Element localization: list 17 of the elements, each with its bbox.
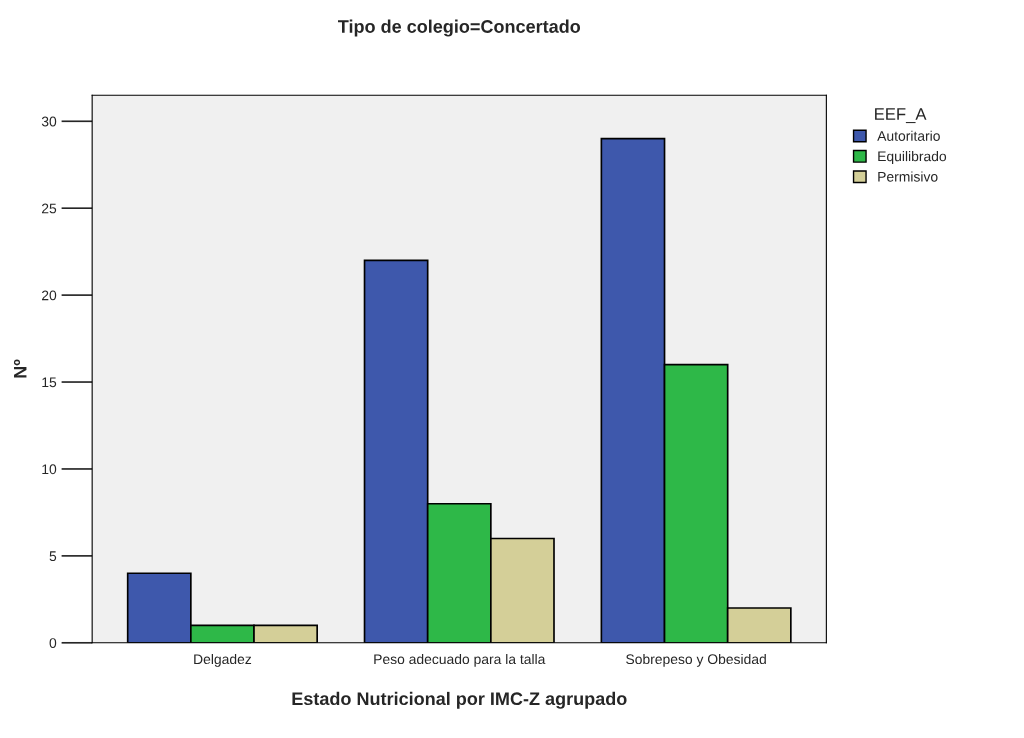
y-tick-label: 15 (42, 377, 57, 388)
legend-label: Permisivo (878, 171, 938, 182)
y-tick-label: 30 (41, 116, 57, 127)
y-tick-label: 25 (42, 203, 57, 214)
legend-label: Autoritario (877, 130, 940, 141)
legend-title: EEF_A (875, 108, 927, 124)
chart-title: Tipo de colegio=Concertado (338, 19, 581, 37)
y-axis-title: Nº (13, 359, 27, 378)
y-tick-label: 10 (42, 464, 57, 475)
x-tick-label: Delgadez (194, 653, 252, 667)
y-tick-label: 20 (42, 290, 57, 301)
y-tick-label: 0 (49, 638, 57, 648)
legend-label: Equilibrado (878, 151, 947, 164)
x-tick-label: Sobrepeso y Obesidad (626, 653, 766, 667)
x-tick-label: Peso adecuado para la talla (374, 653, 546, 667)
y-tick-label: 5 (49, 551, 57, 562)
x-axis-title: Estado Nutricional por IMC-Z agrupado (292, 691, 627, 709)
